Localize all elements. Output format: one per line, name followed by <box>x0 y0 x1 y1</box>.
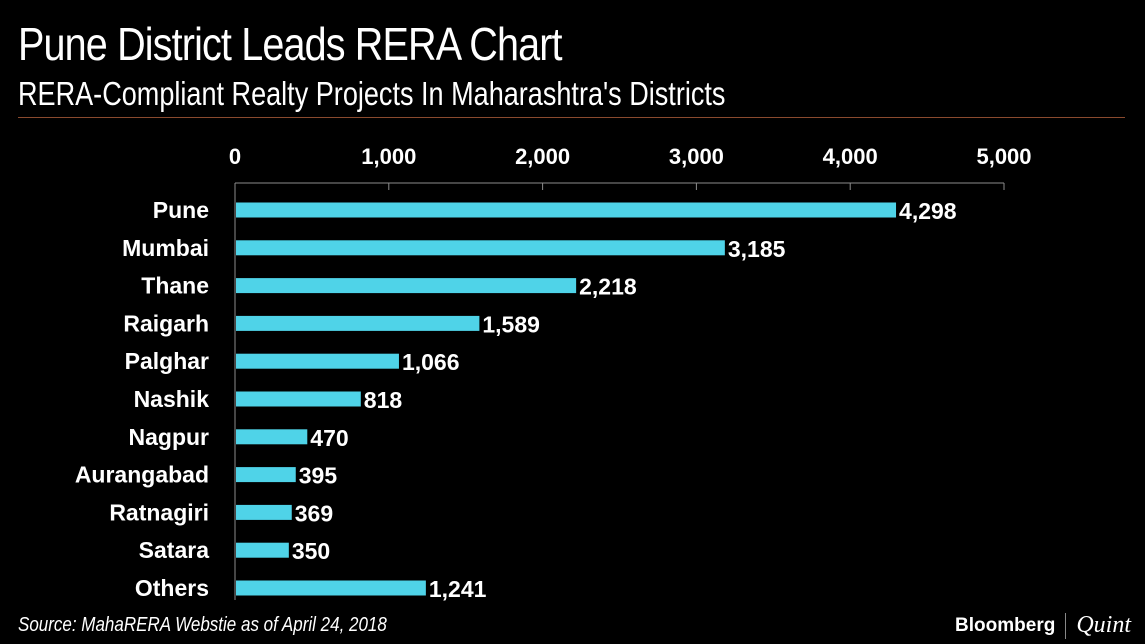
title-divider <box>18 117 1125 118</box>
category-label: Thane <box>141 273 209 299</box>
x-axis: 0 1,000 2,000 3,000 4,000 5,000 <box>229 144 1032 600</box>
value-label: 1,066 <box>402 349 460 375</box>
category-label: Ratnagiri <box>109 499 209 525</box>
category-label: Mumbai <box>122 235 209 261</box>
x-axis-tick-label: 2,000 <box>515 144 570 169</box>
value-label: 4,298 <box>899 198 957 224</box>
bar <box>236 429 308 445</box>
x-axis-tick-label: 0 <box>229 144 241 169</box>
source-note: Source: MahaRERA Webstie as of April 24,… <box>18 614 387 636</box>
category-label: Pune <box>153 197 209 223</box>
chart-subtitle: RERA-Compliant Realty Projects In Mahara… <box>18 75 726 112</box>
bar <box>236 353 399 369</box>
bar <box>236 278 577 294</box>
x-axis-tick-label: 4,000 <box>823 144 878 169</box>
value-label: 395 <box>299 463 338 489</box>
value-label: 3,185 <box>728 236 786 262</box>
x-axis-tick-label: 5,000 <box>976 144 1031 169</box>
bar <box>236 391 361 407</box>
chart-title: Pune District Leads RERA Chart <box>18 18 563 70</box>
brand-bloomberg: Bloomberg <box>955 614 1056 636</box>
category-label: Aurangabad <box>75 462 209 488</box>
value-label: 350 <box>292 538 330 564</box>
bars: Pune 4,298 Mumbai 3,185 Thane 2,218 Raigarh 1,5… <box>75 197 957 602</box>
category-label: Nashik <box>134 386 210 412</box>
x-axis-tick-label: 1,000 <box>361 144 416 169</box>
bar-chart: 0 1,000 2,000 3,000 4,000 5,000 Pune 4,298 Mumb… <box>75 144 1032 602</box>
bar <box>236 315 480 331</box>
bar <box>236 542 289 558</box>
value-label: 369 <box>295 500 333 526</box>
category-label: Nagpur <box>129 424 210 450</box>
bar <box>236 504 292 520</box>
value-label: 1,589 <box>482 311 540 337</box>
category-label: Satara <box>139 537 210 563</box>
bar <box>236 202 897 218</box>
bar <box>236 580 426 596</box>
brand-logo: Bloomberg Quint <box>955 612 1131 639</box>
category-label: Palghar <box>125 348 209 374</box>
category-label: Raigarh <box>123 310 209 336</box>
value-label: 470 <box>310 425 348 451</box>
value-label: 1,241 <box>429 576 487 602</box>
brand-divider <box>1065 612 1067 639</box>
x-axis-tick-label: 3,000 <box>669 144 724 169</box>
bar <box>236 467 296 483</box>
bar <box>236 240 725 256</box>
value-label: 2,218 <box>579 274 637 300</box>
brand-quint: Quint <box>1076 612 1131 638</box>
value-label: 818 <box>364 387 403 413</box>
category-label: Others <box>135 575 209 601</box>
